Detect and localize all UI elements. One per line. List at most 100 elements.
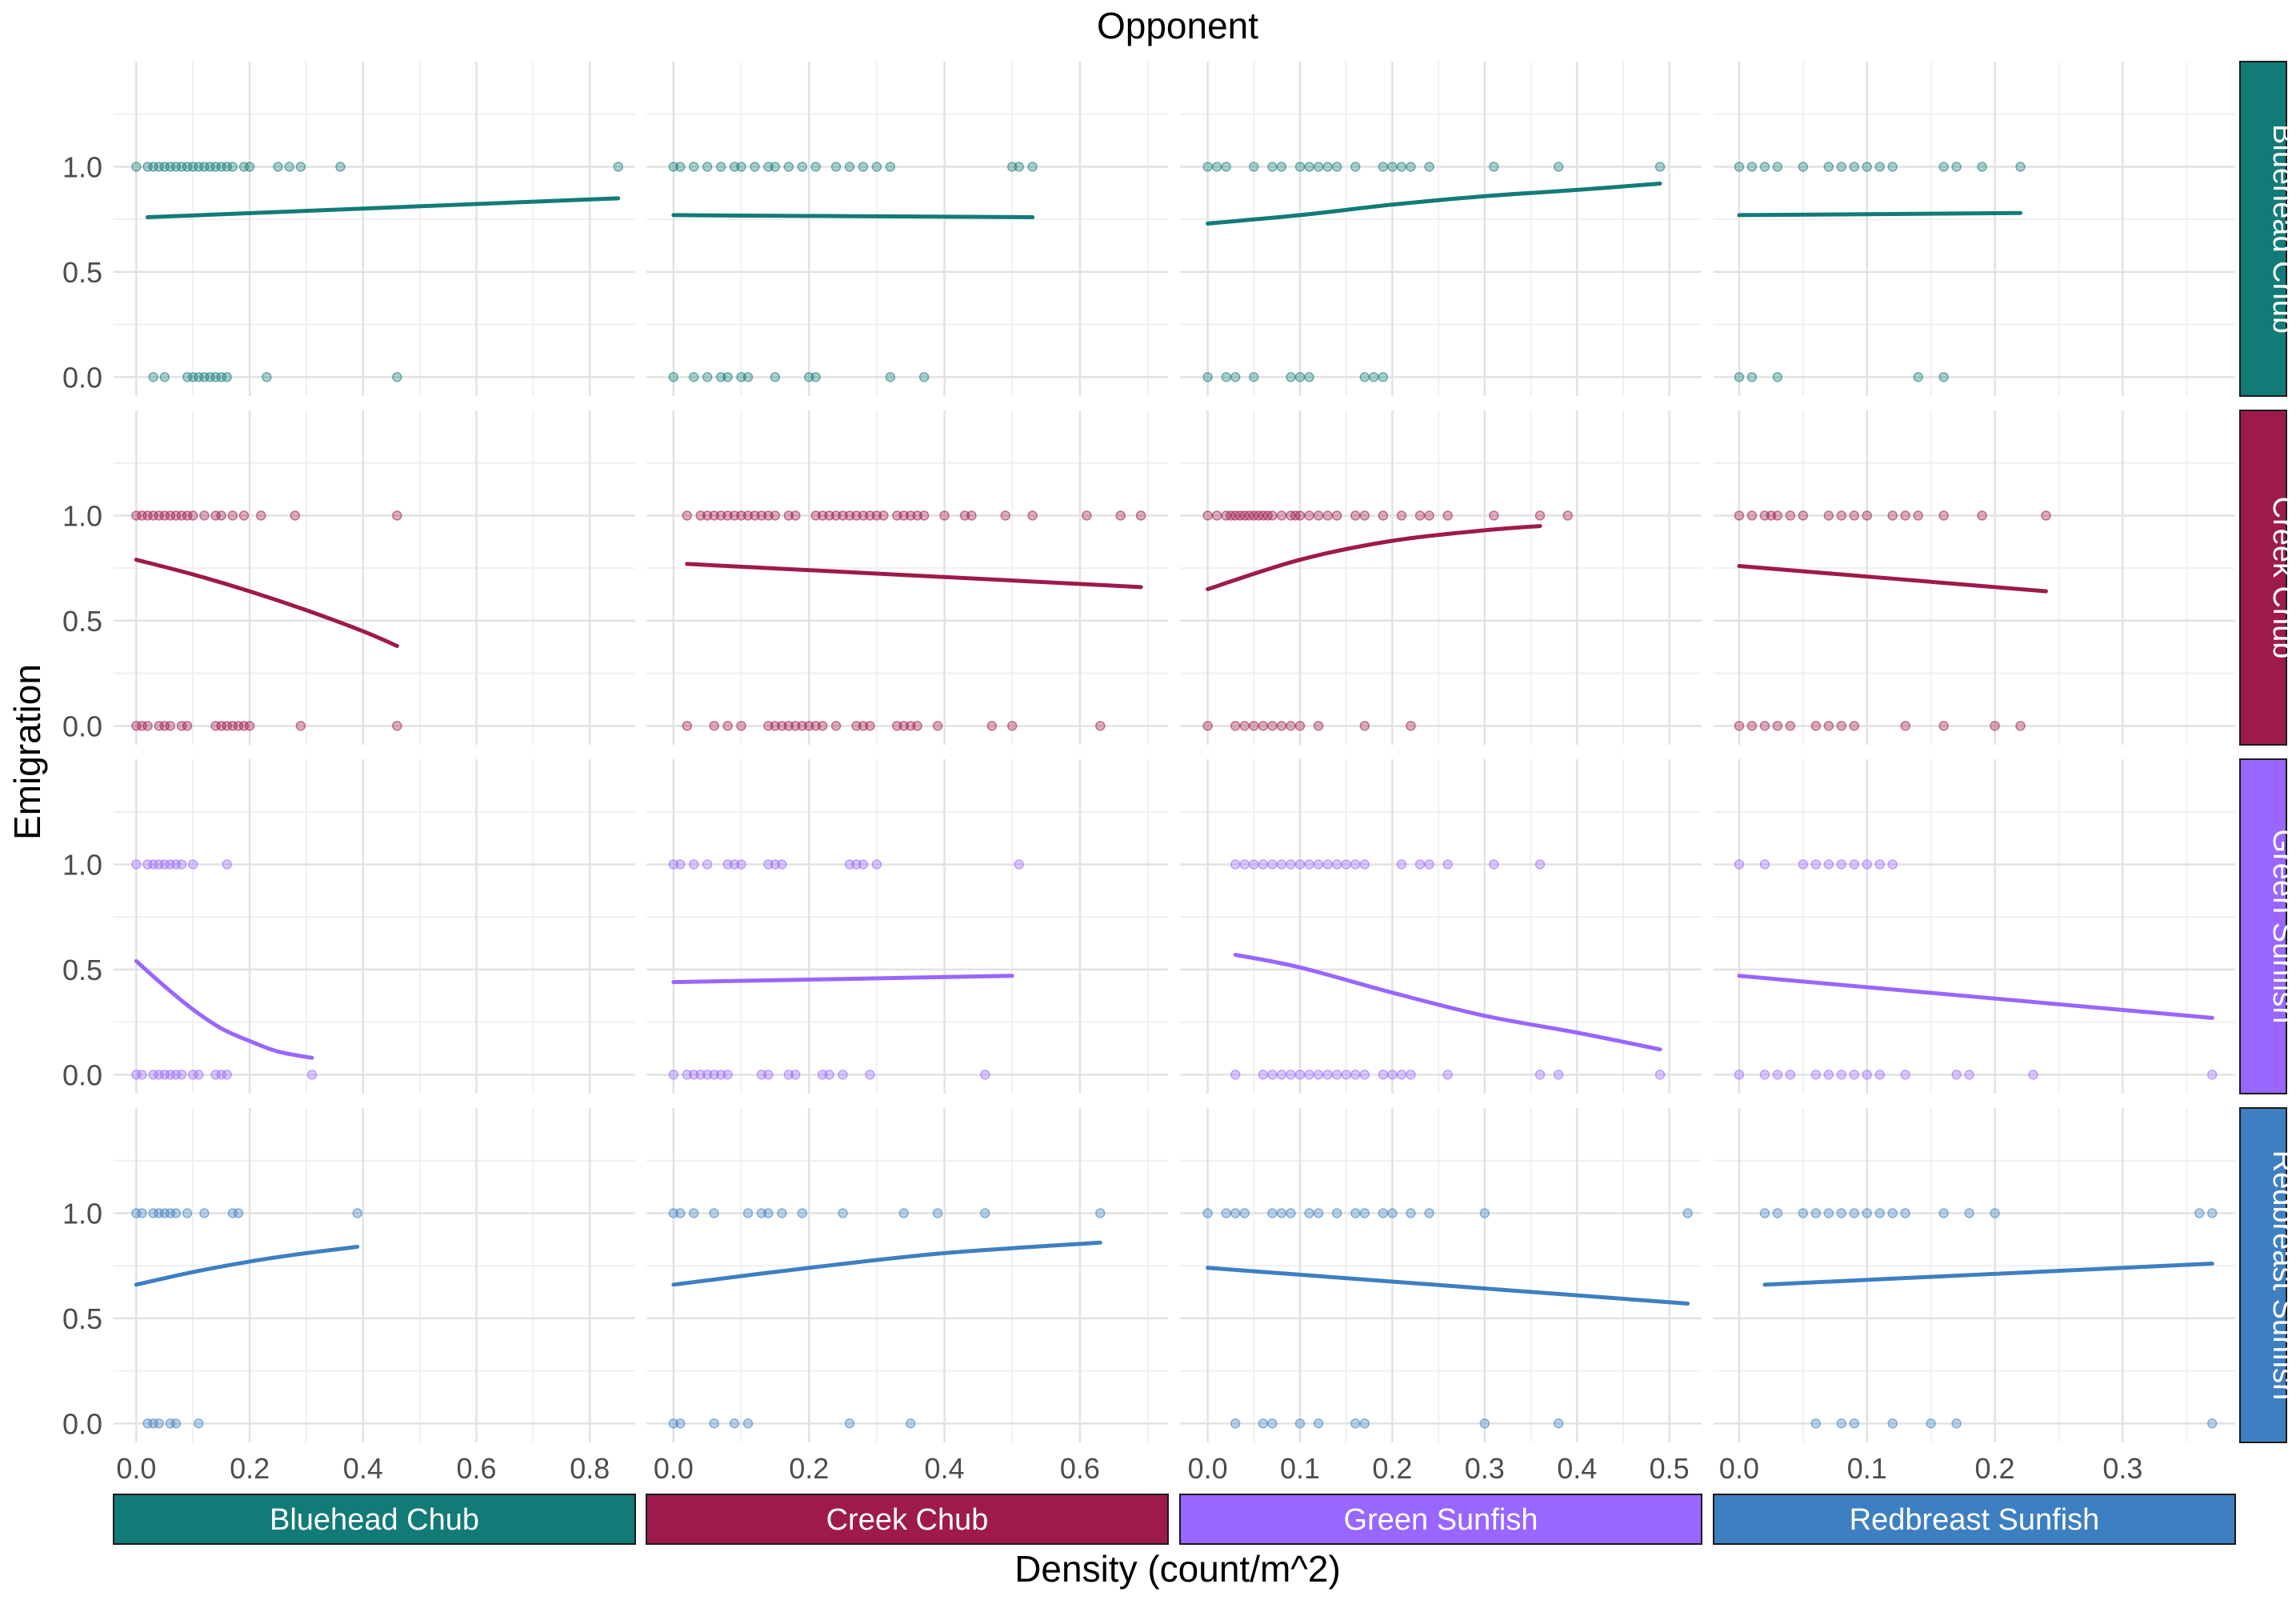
data-point [1951, 162, 1962, 172]
data-point [689, 1070, 699, 1080]
data-point [1387, 1070, 1398, 1080]
row-strip-label: Bluehead Chub [2266, 124, 2296, 334]
data-point [1823, 859, 1834, 870]
data-point [1276, 721, 1287, 731]
data-point [898, 510, 910, 521]
data-point [2028, 1070, 2038, 1080]
data-point [199, 510, 210, 521]
data-point [898, 1208, 910, 1218]
x-tick-label: 0.0 [116, 1452, 156, 1485]
data-point [1785, 1070, 1796, 1080]
data-point [1230, 721, 1241, 731]
data-point [709, 1208, 719, 1218]
data-point [715, 510, 726, 521]
data-point [1313, 510, 1324, 521]
data-point [1836, 1418, 1847, 1429]
x-tick-label: 0.4 [1557, 1452, 1597, 1485]
data-point [1534, 859, 1546, 870]
axis-labels: 0.0 0.5 1.0 0.0 0.5 1.0 0.0 0.5 1.0 0.0 0.2 0.4 0.6 0… [62, 150, 2142, 1485]
data-point [1276, 1070, 1287, 1080]
data-point [722, 1070, 733, 1080]
data-point [1414, 510, 1426, 521]
data-point [1734, 162, 1745, 172]
data-point [1350, 1418, 1361, 1429]
data-point [932, 721, 943, 731]
data-point [871, 510, 882, 521]
data-point [844, 510, 855, 521]
data-point [1951, 1418, 1962, 1429]
data-point [932, 1208, 943, 1218]
data-point [1862, 510, 1873, 521]
data-point [1249, 372, 1259, 382]
fit-line [1206, 1266, 1690, 1306]
data-point [824, 510, 834, 521]
x-tick-label: 0.1 [1847, 1452, 1887, 1485]
data-point [709, 721, 719, 731]
data-point [675, 1208, 686, 1218]
data-point [1926, 1418, 1936, 1429]
data-point [824, 1070, 834, 1080]
y-tick-label: 0.5 [62, 256, 102, 289]
data-point [858, 859, 869, 870]
data-point [1823, 162, 1834, 172]
data-point [722, 721, 733, 731]
data-point [194, 1418, 204, 1429]
data-point [1082, 510, 1092, 521]
y-axis-title: Emigration [6, 664, 48, 840]
data-point [1798, 1208, 1809, 1218]
data-point [858, 721, 869, 731]
data-point [176, 1070, 187, 1080]
data-point [2206, 1208, 2218, 1218]
data-point [1249, 162, 1259, 172]
data-point [1964, 1070, 1974, 1080]
data-point [1424, 859, 1434, 870]
data-point [885, 372, 896, 382]
data-point [1406, 162, 1416, 172]
data-point [722, 510, 733, 521]
data-point [1294, 721, 1306, 731]
data-point [1654, 1070, 1666, 1080]
data-point [797, 162, 808, 172]
data-point [1823, 1208, 1834, 1218]
data-point [244, 162, 255, 172]
data-point [702, 162, 713, 172]
data-point [709, 1070, 719, 1080]
data-point [682, 1070, 693, 1080]
data-point [689, 372, 699, 382]
column-strip [113, 1494, 636, 1545]
data-point [1862, 162, 1873, 172]
data-point [148, 372, 158, 382]
data-point [1267, 859, 1278, 870]
data-point [675, 859, 686, 870]
data-point [1006, 721, 1018, 731]
data-point [1772, 510, 1783, 521]
x-tick-label: 0.1 [1280, 1452, 1320, 1485]
data-point [1810, 1070, 1822, 1080]
data-point [1267, 721, 1278, 731]
data-point [668, 1208, 679, 1218]
fit-line [134, 558, 399, 648]
data-point [1849, 1418, 1860, 1429]
data-point [1810, 1418, 1822, 1429]
data-point [1798, 510, 1809, 521]
data-point [1006, 162, 1018, 172]
column-strip-label: Creek Chub [826, 1503, 989, 1537]
data-point [1823, 1070, 1834, 1080]
fit-line [671, 213, 1035, 220]
data-point [763, 1070, 774, 1080]
data-point [1836, 859, 1847, 870]
data-point [783, 1070, 794, 1080]
data-points [131, 162, 2218, 1429]
data-point [1322, 510, 1333, 521]
data-point [803, 721, 814, 731]
data-point [392, 721, 402, 731]
data-point [1442, 510, 1453, 521]
data-point [709, 1418, 719, 1429]
data-point [783, 510, 794, 521]
data-point [1849, 1070, 1860, 1080]
data-point [1378, 372, 1389, 382]
y-tick-label: 1.0 [62, 1197, 102, 1230]
data-point [1359, 1070, 1370, 1080]
data-point [1027, 510, 1038, 521]
